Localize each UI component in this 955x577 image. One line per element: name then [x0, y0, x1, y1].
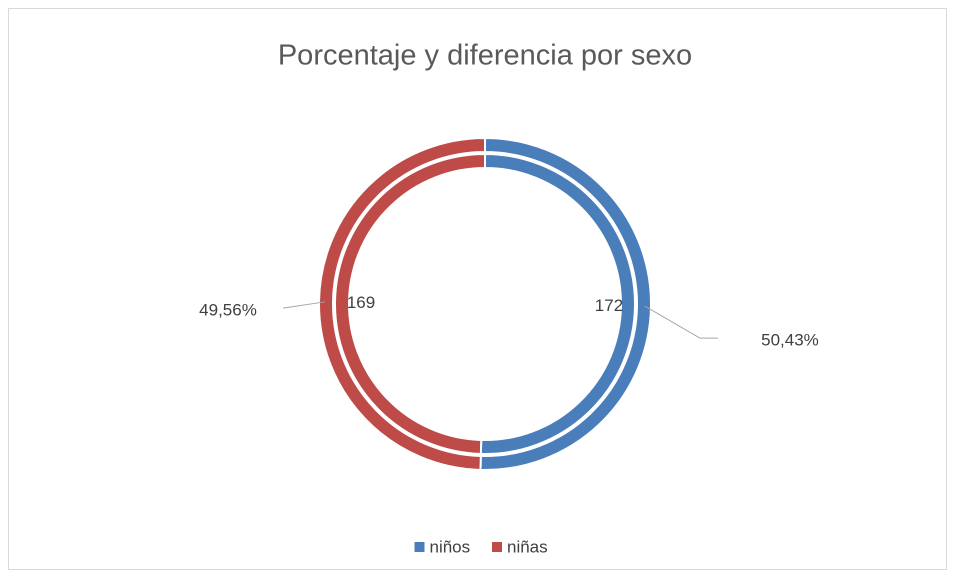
doughnut-segment: [318, 136, 486, 471]
data-label: 169: [347, 293, 375, 312]
chart-title: Porcentaje y diferencia por sexo: [278, 40, 692, 72]
data-label: 49,56%: [199, 300, 257, 319]
leader-line: [283, 301, 326, 309]
leader-line: [644, 305, 718, 339]
legend-swatch: [414, 542, 425, 552]
legend-label: niñas: [507, 537, 548, 556]
chart-border: [8, 8, 947, 570]
data-label: 172: [595, 296, 623, 315]
doughnut-segment: [334, 152, 486, 455]
data-label: 50,43%: [761, 331, 819, 350]
legend-swatch: [492, 542, 502, 552]
legend-label: niños: [430, 537, 471, 556]
